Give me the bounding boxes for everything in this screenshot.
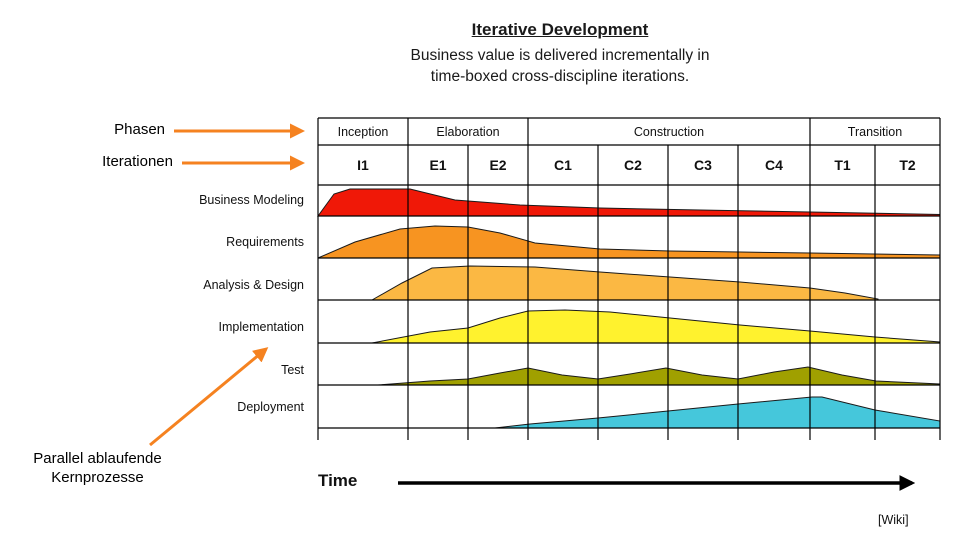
discipline-humps bbox=[317, 188, 941, 429]
source-credit: [Wiki] bbox=[878, 513, 909, 527]
annotation-arrows bbox=[149, 123, 916, 491]
iterations-annotation: Iterationen bbox=[102, 153, 173, 170]
discipline-label-analysis-design: Analysis & Design bbox=[203, 278, 304, 292]
grid-lines bbox=[317, 117, 941, 440]
business-modeling-hump bbox=[317, 188, 941, 217]
analysis-design-hump bbox=[370, 265, 879, 301]
discipline-label-requirements: Requirements bbox=[226, 235, 304, 249]
diagram-title: Iterative Development bbox=[471, 20, 649, 39]
iteration-cell-e2: E2 bbox=[489, 157, 507, 173]
requirements-hump bbox=[317, 225, 941, 259]
parallel-annotation-line1: Parallel ablaufende bbox=[33, 450, 162, 467]
test-hump bbox=[377, 366, 941, 386]
iteration-cell-t2: T2 bbox=[899, 157, 916, 173]
iteration-cell-c1: C1 bbox=[554, 157, 572, 173]
iteration-cell-i1: I1 bbox=[357, 157, 369, 173]
phases-annotation: Phasen bbox=[114, 121, 165, 138]
discipline-label-business-modeling: Business Modeling bbox=[199, 193, 304, 207]
iteration-cell-c2: C2 bbox=[624, 157, 642, 173]
parallel-annotation-line2: Kernprozesse bbox=[51, 469, 144, 486]
discipline-label-test: Test bbox=[281, 363, 304, 377]
discipline-label-implementation: Implementation bbox=[218, 320, 304, 334]
deployment-hump bbox=[494, 396, 941, 429]
phase-cell-inception: Inception bbox=[337, 124, 389, 139]
iteration-cell-c4: C4 bbox=[765, 157, 783, 173]
iteration-cell-e1: E1 bbox=[429, 157, 447, 173]
diagram-subtitle-line2: time-boxed cross-discipline iterations. bbox=[430, 68, 690, 85]
time-axis-label: Time bbox=[318, 471, 358, 490]
phase-cell-transition: Transition bbox=[847, 124, 903, 139]
iteration-cell-t1: T1 bbox=[834, 157, 851, 173]
implementation-hump bbox=[371, 309, 941, 344]
phase-cell-construction: Construction bbox=[633, 124, 705, 139]
phase-cell-elaboration: Elaboration bbox=[436, 124, 500, 139]
diagram-subtitle-line1: Business value is delivered incrementall… bbox=[410, 47, 710, 64]
discipline-label-deployment: Deployment bbox=[237, 400, 304, 414]
parallel-processes-arrow bbox=[149, 347, 269, 447]
parallel-processes-annotation: Parallel ablaufende Kernprozesse bbox=[5, 449, 190, 487]
iteration-cell-c3: C3 bbox=[694, 157, 712, 173]
